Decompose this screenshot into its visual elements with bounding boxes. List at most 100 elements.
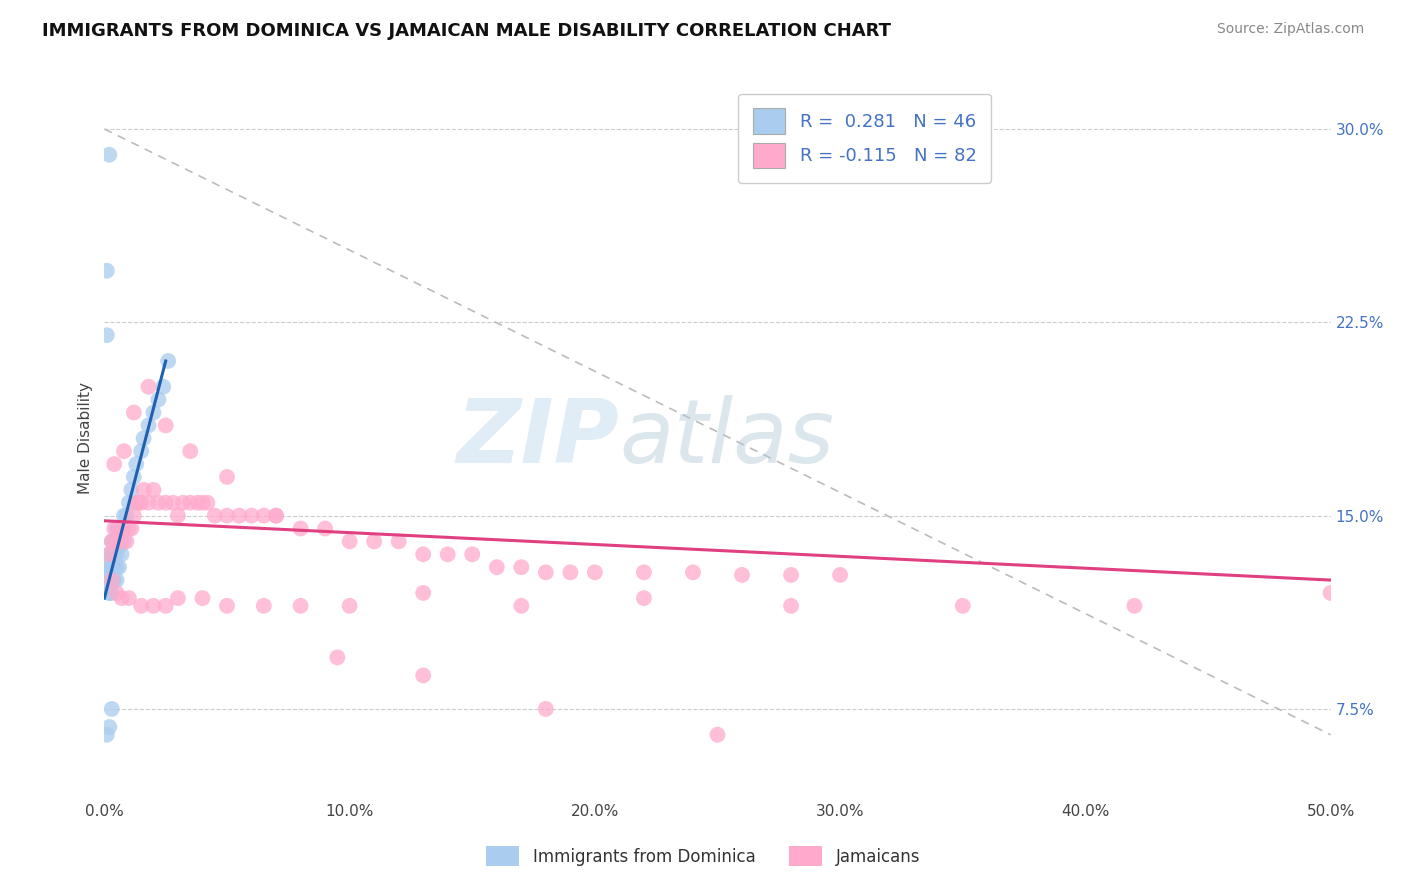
Point: [830, 568, 852, 582]
Point: [105, 534, 128, 549]
Point: [96, 264, 118, 278]
Point: [98, 586, 121, 600]
Point: [103, 573, 125, 587]
Point: [290, 599, 312, 613]
Point: [706, 728, 728, 742]
Point: [155, 496, 177, 510]
Point: [583, 566, 606, 580]
Point: [142, 483, 165, 497]
Point: [264, 508, 287, 523]
Point: [115, 508, 138, 523]
Point: [780, 599, 803, 613]
Point: [112, 444, 135, 458]
Point: [129, 496, 152, 510]
Text: atlas: atlas: [620, 395, 834, 482]
Point: [132, 483, 155, 497]
Point: [290, 522, 312, 536]
Point: [633, 591, 655, 606]
Point: [162, 496, 184, 510]
Point: [122, 508, 145, 523]
Legend: R =  0.281   N = 46, R = -0.115   N = 82: R = 0.281 N = 46, R = -0.115 N = 82: [738, 94, 991, 183]
Legend: Immigrants from Dominica, Jamaicans: Immigrants from Dominica, Jamaicans: [478, 838, 928, 875]
Point: [110, 522, 132, 536]
Point: [412, 586, 434, 600]
Point: [1319, 586, 1341, 600]
Point: [534, 566, 557, 580]
Point: [142, 405, 165, 419]
Point: [560, 566, 582, 580]
Point: [240, 508, 263, 523]
Y-axis label: Male Disability: Male Disability: [79, 383, 93, 494]
Point: [138, 380, 160, 394]
Point: [179, 496, 201, 510]
Point: [103, 534, 125, 549]
Point: [110, 534, 132, 549]
Point: [112, 508, 135, 523]
Point: [204, 508, 226, 523]
Point: [120, 522, 142, 536]
Point: [633, 566, 655, 580]
Point: [112, 522, 135, 536]
Point: [215, 470, 238, 484]
Point: [195, 496, 218, 510]
Point: [108, 540, 131, 554]
Point: [388, 534, 411, 549]
Point: [510, 560, 533, 574]
Point: [98, 560, 121, 574]
Point: [138, 496, 160, 510]
Point: [461, 547, 484, 561]
Point: [142, 599, 165, 613]
Point: [191, 496, 214, 510]
Point: [115, 534, 138, 549]
Text: Source: ZipAtlas.com: Source: ZipAtlas.com: [1216, 22, 1364, 37]
Point: [253, 599, 276, 613]
Point: [339, 534, 361, 549]
Point: [118, 496, 141, 510]
Point: [952, 599, 974, 613]
Point: [228, 508, 250, 523]
Point: [215, 508, 238, 523]
Point: [108, 560, 131, 574]
Point: [100, 573, 122, 587]
Point: [98, 720, 121, 734]
Point: [108, 522, 131, 536]
Point: [105, 560, 128, 574]
Point: [98, 148, 121, 162]
Point: [363, 534, 385, 549]
Point: [105, 547, 128, 561]
Point: [105, 573, 128, 587]
Point: [103, 457, 125, 471]
Point: [103, 547, 125, 561]
Point: [485, 560, 508, 574]
Point: [112, 534, 135, 549]
Point: [125, 457, 148, 471]
Point: [326, 650, 349, 665]
Point: [100, 534, 122, 549]
Point: [129, 599, 152, 613]
Point: [118, 591, 141, 606]
Point: [339, 599, 361, 613]
Point: [157, 354, 180, 368]
Point: [100, 586, 122, 600]
Point: [129, 444, 152, 458]
Point: [100, 573, 122, 587]
Point: [108, 522, 131, 536]
Point: [264, 508, 287, 523]
Point: [120, 483, 142, 497]
Point: [534, 702, 557, 716]
Point: [179, 444, 201, 458]
Point: [98, 573, 121, 587]
Point: [100, 547, 122, 561]
Point: [155, 418, 177, 433]
Point: [100, 560, 122, 574]
Point: [98, 547, 121, 561]
Point: [138, 418, 160, 433]
Point: [110, 547, 132, 561]
Point: [191, 591, 214, 606]
Point: [98, 586, 121, 600]
Point: [132, 431, 155, 445]
Point: [148, 392, 170, 407]
Point: [167, 591, 190, 606]
Point: [105, 586, 128, 600]
Point: [148, 496, 170, 510]
